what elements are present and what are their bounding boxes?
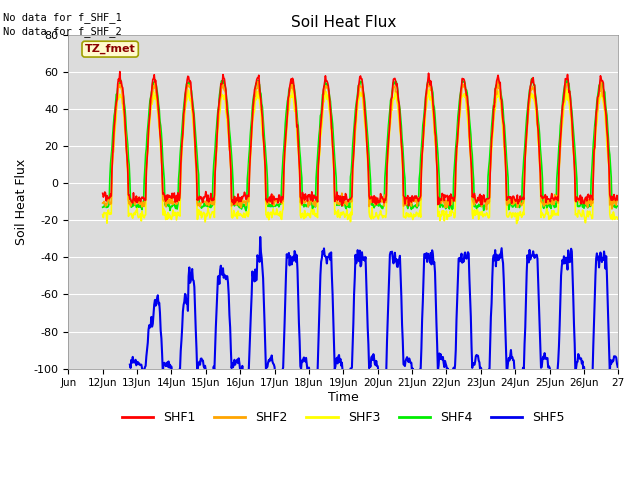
- Title: Soil Heat Flux: Soil Heat Flux: [291, 15, 396, 30]
- Text: No data for f_SHF_2: No data for f_SHF_2: [3, 26, 122, 37]
- Text: No data for f_SHF_1: No data for f_SHF_1: [3, 12, 122, 23]
- Legend: SHF1, SHF2, SHF3, SHF4, SHF5: SHF1, SHF2, SHF3, SHF4, SHF5: [116, 406, 570, 429]
- Text: TZ_fmet: TZ_fmet: [84, 44, 136, 54]
- Y-axis label: Soil Heat Flux: Soil Heat Flux: [15, 159, 28, 245]
- X-axis label: Time: Time: [328, 391, 358, 404]
